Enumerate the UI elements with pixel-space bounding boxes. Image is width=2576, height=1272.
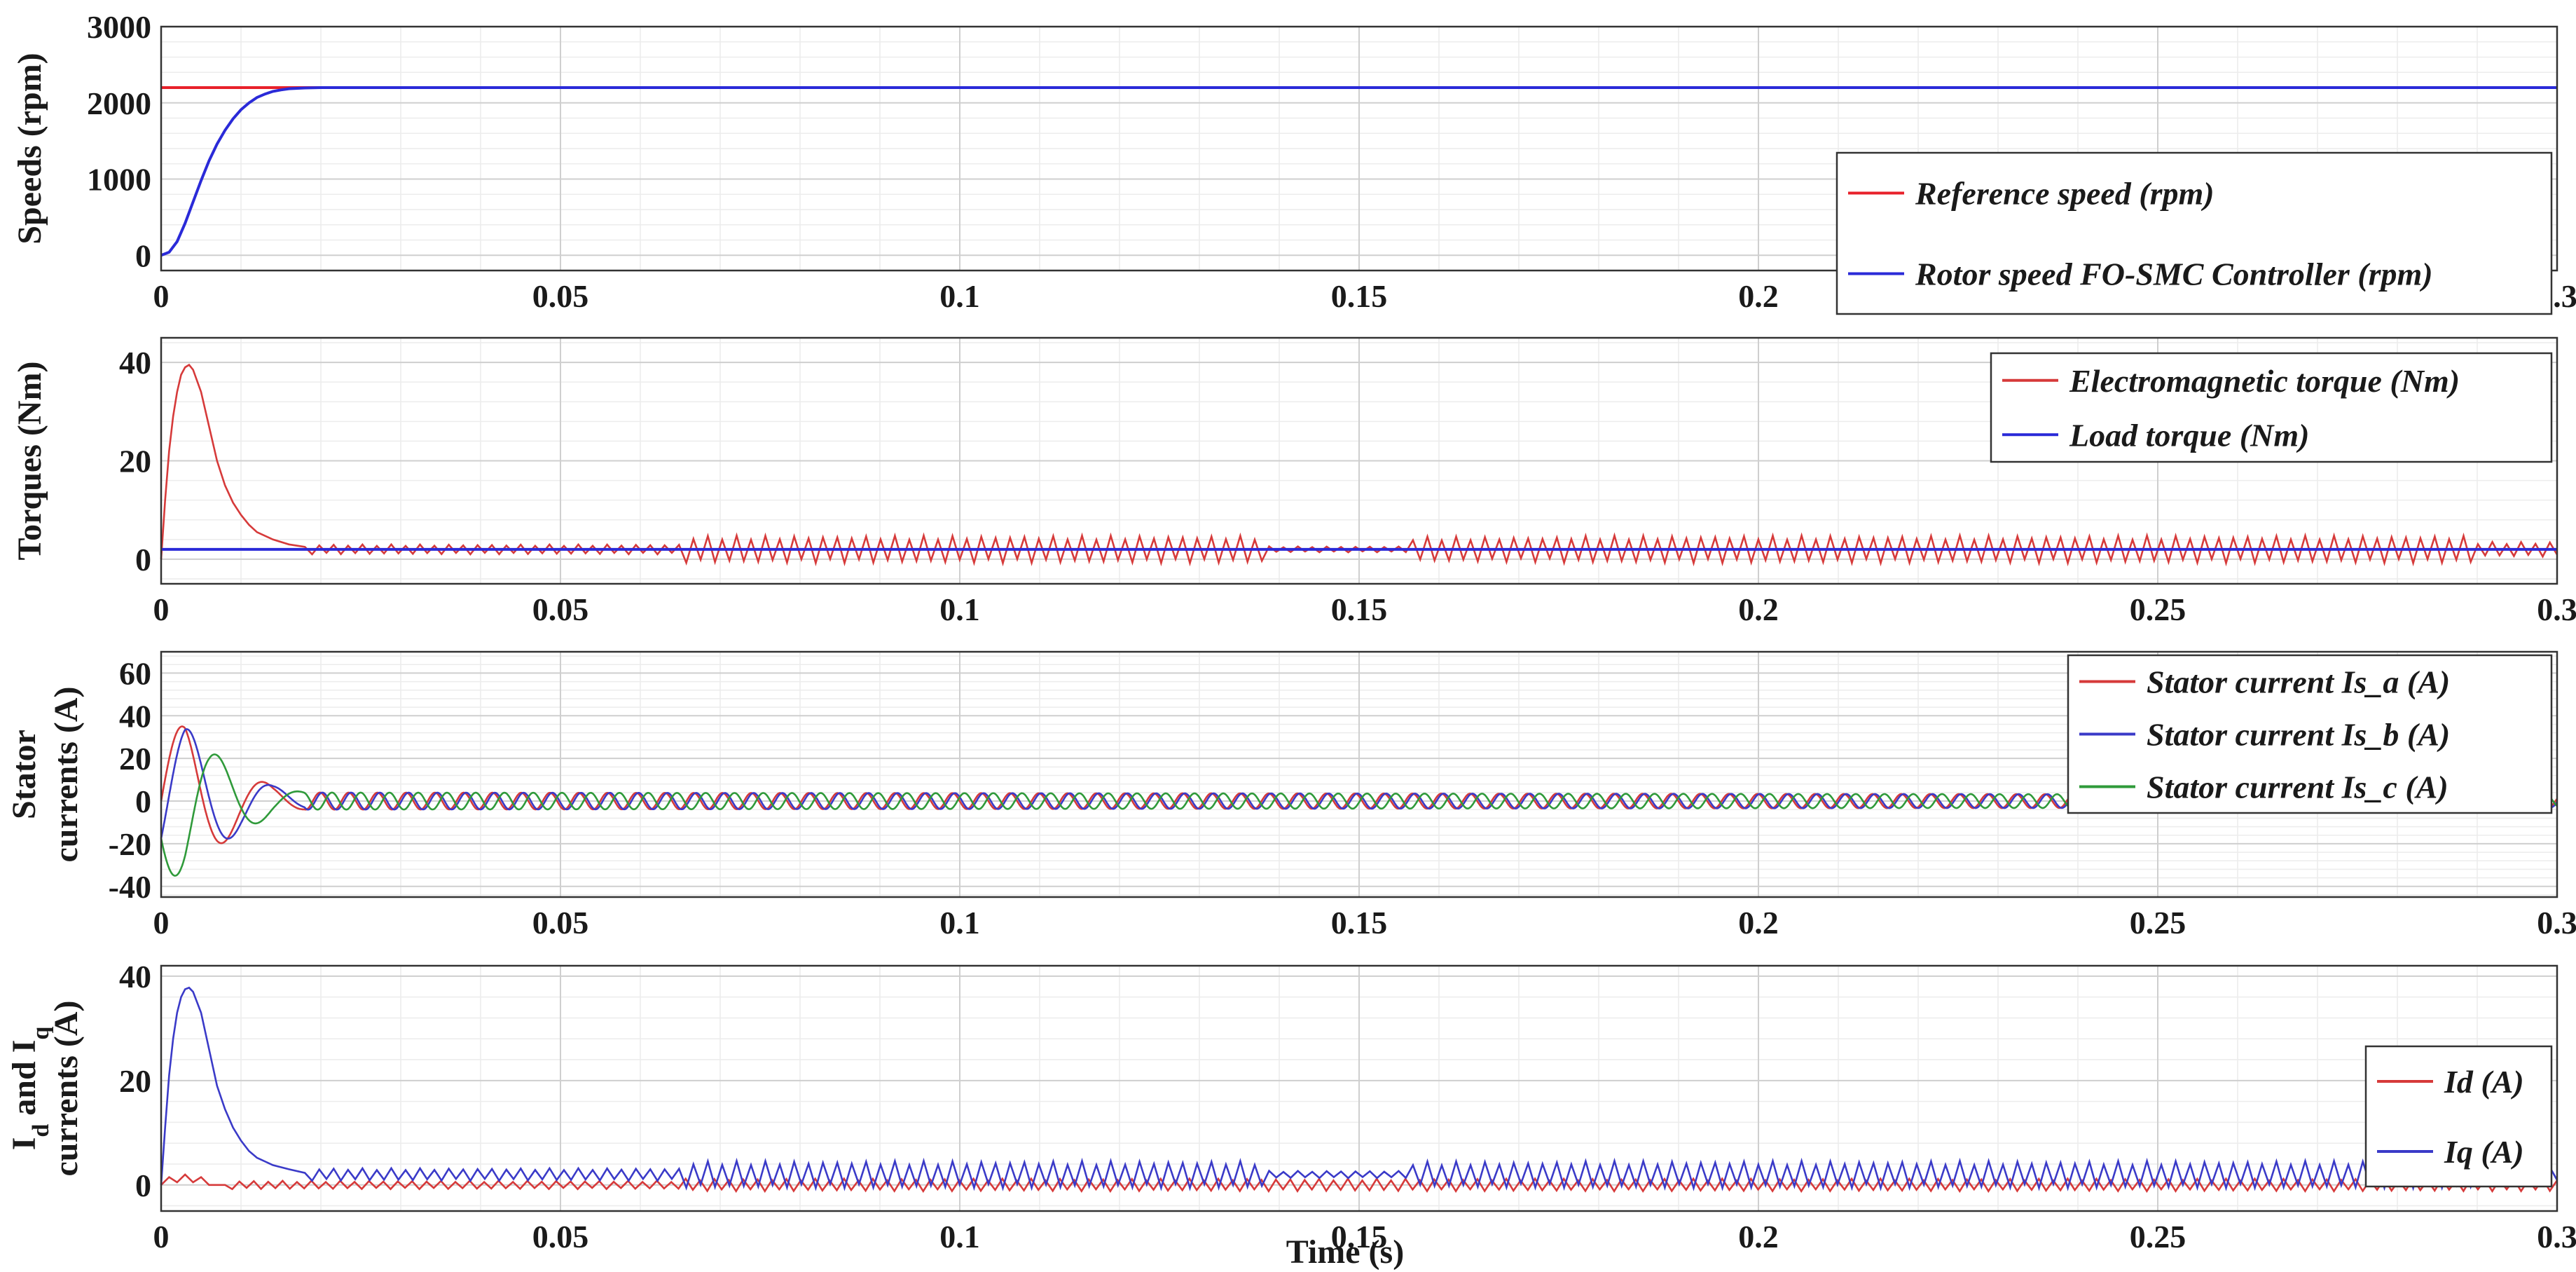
y-axis-label: currents (A) — [48, 1000, 85, 1176]
legend-entry: Stator current Is_c (A) — [2147, 770, 2448, 805]
series-line-1 — [160, 1173, 2558, 1194]
legend-entry: Rotor speed FO-SMC Controller (rpm) — [1915, 257, 2433, 292]
y-axis-label: currents (A) — [48, 686, 85, 862]
x-tick-label: 0.1 — [939, 1219, 980, 1254]
y-axis-label: Torques (Nm) — [11, 361, 48, 560]
x-tick-label: 0 — [153, 1219, 170, 1254]
x-tick-label: 0.2 — [1738, 278, 1779, 314]
legend: Reference speed (rpm) Rotor speed FO-SMC … — [1835, 151, 2553, 315]
x-tick-label: 0.1 — [939, 905, 980, 941]
x-tick-label: 0 — [153, 278, 170, 314]
panel-4: 0 0.05 0.1 0.15 0.2 0.25 0.3 0 20 40 Id and Iqcurr… — [6, 959, 2576, 1254]
y-tick-label: 3000 — [87, 9, 151, 45]
x-tick-label: 0.2 — [1738, 1219, 1779, 1254]
x-tick-label: 0.1 — [939, 591, 980, 627]
x-tick-label: 0.3 — [2537, 905, 2576, 941]
axes-frame — [160, 25, 2558, 272]
legend-entry: Stator current Is_a (A) — [2147, 664, 2450, 700]
y-tick-label: 0 — [135, 1168, 151, 1203]
x-tick-label: 0.15 — [1331, 591, 1388, 627]
legend-entry: Load torque (Nm) — [2069, 417, 2309, 453]
x-tick-label: 0.2 — [1738, 905, 1779, 941]
legend-box — [1835, 151, 2553, 315]
panel-3: 0 0.05 0.1 0.15 0.2 0.25 0.3 -40 -20 0 20 40 60 Stato… — [6, 650, 2576, 941]
y-tick-label: -40 — [109, 869, 151, 905]
panel-1: 00.050.10.150.20.250.30100020003000Speed… — [11, 9, 2576, 315]
x-tick-label: 0 — [153, 905, 170, 941]
y-tick-label: 40 — [119, 698, 151, 734]
x-tick-label: 0 — [153, 591, 170, 627]
x-tick-label: 0.05 — [532, 905, 589, 941]
y-tick-label: -20 — [109, 826, 151, 862]
y-axis-label: Stator — [6, 730, 43, 819]
axes-frame — [160, 650, 2558, 898]
y-tick-label: 0 — [135, 784, 151, 819]
y-tick-label: 0 — [135, 238, 151, 273]
x-tick-label: 0.2 — [1738, 591, 1779, 627]
legend-entry: Id (A) — [2444, 1064, 2524, 1100]
legend-entry: Stator current Is_b (A) — [2147, 717, 2450, 753]
legend: Electromagnetic torque (Nm) Load torque (… — [1990, 352, 2553, 463]
y-tick-label: 1000 — [87, 162, 151, 198]
x-tick-label: 0.05 — [532, 591, 589, 627]
legend: Stator current Is_a (A) Stator current Is… — [2067, 654, 2553, 814]
series-line-2 — [160, 986, 2558, 1191]
panel-2: 0 0.05 0.1 0.15 0.2 0.25 0.3 0 20 40 Torques (Nm) E… — [11, 336, 2576, 627]
y-axis-label: Id and Iq — [6, 1027, 54, 1151]
legend-box — [2067, 654, 2553, 814]
series-line-2 — [160, 86, 2557, 257]
y-tick-label: 20 — [119, 1063, 151, 1099]
legend-box — [1990, 352, 2553, 463]
legend-entry: Iq (A) — [2444, 1134, 2524, 1170]
x-tick-label: 0.25 — [2130, 1219, 2186, 1254]
axes-frame — [160, 336, 2558, 585]
x-tick-label: 0.1 — [939, 278, 980, 314]
x-tick-label: 0.3 — [2537, 591, 2576, 627]
y-axis-label: Speeds (rpm) — [11, 53, 48, 244]
legend-box — [2364, 1045, 2553, 1188]
y-tick-label: 0 — [135, 542, 151, 577]
x-tick-label: 0.05 — [532, 278, 589, 314]
x-tick-label: 0.05 — [532, 1219, 589, 1254]
y-tick-label: 20 — [119, 741, 151, 777]
series-group — [160, 86, 2557, 257]
panels: 00.050.10.150.20.250.30100020003000Speed… — [6, 9, 2576, 1254]
series-group — [160, 986, 2558, 1194]
x-tick-label: 0.25 — [2130, 905, 2186, 941]
legend: Id (A) Iq (A) — [2364, 1045, 2553, 1188]
series-group — [160, 363, 2558, 567]
y-tick-label: 60 — [119, 655, 151, 691]
axes-frame — [160, 964, 2558, 1212]
x-tick-label: 0.15 — [1331, 1219, 1388, 1254]
legend-entry: Electromagnetic torque (Nm) — [2069, 363, 2460, 399]
y-tick-label: 40 — [119, 959, 151, 994]
x-tick-label: 0.25 — [2130, 591, 2186, 627]
x-tick-label: 0.15 — [1331, 905, 1388, 941]
y-tick-label: 20 — [119, 444, 151, 479]
legend-entry: Reference speed (rpm) — [1915, 176, 2215, 212]
x-tick-label: 0.3 — [2537, 1219, 2576, 1254]
x-tick-label: 0.15 — [1331, 278, 1388, 314]
x-axis-label: Time (s) — [1286, 1233, 1404, 1271]
y-tick-label: 40 — [119, 345, 151, 381]
y-tick-label: 2000 — [87, 86, 151, 121]
